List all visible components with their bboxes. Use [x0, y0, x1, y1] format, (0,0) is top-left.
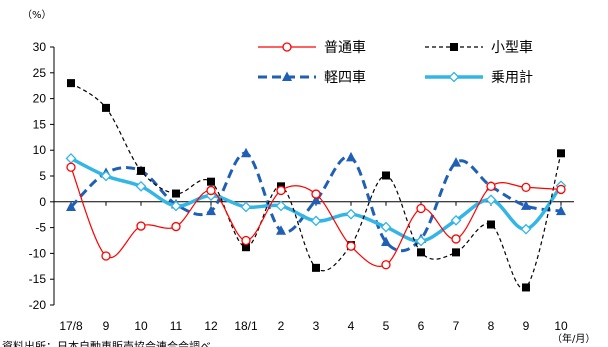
data-point: [276, 225, 286, 235]
y-tick-label: 10: [33, 143, 47, 157]
data-point: [311, 194, 321, 205]
data-point: [486, 181, 496, 191]
x-tick-label: 12: [204, 319, 218, 333]
x-unit-label: （年/月）: [552, 332, 595, 345]
x-tick-label: 6: [418, 319, 425, 333]
x-tick-label: 2: [278, 319, 285, 333]
data-point: [380, 221, 392, 233]
data-point: [206, 185, 216, 196]
data-point: [556, 205, 566, 216]
x-tick-label: 10: [554, 319, 568, 333]
x-tick-label: 7: [453, 319, 460, 333]
y-tick-label: -20: [29, 298, 47, 312]
y-tick-label: 25: [33, 66, 47, 80]
legend-label: 小型車: [491, 39, 533, 56]
data-point: [487, 220, 495, 229]
series-layer: [65, 79, 567, 292]
data-point: [415, 235, 427, 247]
data-point: [520, 223, 532, 235]
legend-entry: 小型車: [425, 39, 533, 56]
data-point: [67, 79, 75, 88]
data-point: [240, 201, 252, 213]
data-point: [135, 180, 147, 192]
y-tick-label: 5: [39, 169, 46, 183]
x-tick-label: 4: [348, 319, 355, 333]
data-point: [171, 221, 181, 232]
y-tick-label: -15: [29, 272, 47, 286]
legend-marker: [450, 43, 458, 51]
data-point: [242, 243, 250, 252]
data-point: [275, 200, 287, 212]
legend-label: 軽四車: [324, 69, 366, 86]
data-point: [241, 147, 251, 158]
x-tick-label: 3: [313, 319, 320, 333]
legend-marker: [282, 42, 292, 52]
data-point: [102, 103, 110, 112]
data-point: [101, 251, 111, 261]
data-point: [485, 194, 497, 206]
data-point: [66, 162, 76, 172]
y-tick-label: -5: [35, 221, 46, 235]
data-point: [450, 214, 462, 226]
x-tick-label: 8: [488, 319, 495, 333]
y-tick-label: 15: [33, 117, 47, 131]
data-point: [346, 151, 356, 162]
data-point: [452, 248, 460, 257]
data-point: [100, 170, 112, 182]
legend-marker: [448, 71, 460, 83]
source-note: 資料出所：日本自動車販売協会連合会調べ: [2, 339, 211, 347]
data-point: [206, 205, 216, 216]
x-tick-label: 9: [103, 319, 110, 333]
x-tick-label: 17/8: [59, 319, 83, 333]
series-1: [66, 162, 566, 270]
y-tick-label: -10: [29, 246, 47, 260]
data-point: [522, 283, 530, 292]
data-point: [381, 260, 391, 270]
series-4: [65, 153, 567, 247]
legend-entry: 軽四車: [258, 69, 366, 86]
y-tick-label: 20: [33, 92, 47, 106]
x-tick-label: 11: [170, 319, 183, 333]
data-point: [346, 241, 356, 251]
data-point: [137, 166, 145, 175]
x-tick-label: 18/1: [234, 319, 258, 333]
data-point: [310, 215, 322, 227]
data-point: [312, 263, 320, 272]
legend-label: 乗用計: [491, 70, 533, 86]
data-point: [417, 248, 425, 257]
data-point: [451, 234, 461, 244]
data-point: [381, 236, 391, 247]
data-point: [311, 189, 321, 199]
data-point: [207, 177, 215, 186]
data-point: [557, 149, 565, 158]
x-tick-label: 9: [523, 319, 530, 333]
data-point: [451, 157, 461, 167]
data-point: [521, 200, 531, 210]
data-point: [556, 184, 566, 195]
data-point: [416, 203, 426, 214]
data-point: [521, 182, 531, 193]
y-unit-label: （%）: [22, 9, 52, 21]
data-point: [241, 235, 251, 246]
data-point: [66, 201, 76, 211]
legend-entry: 普通車: [258, 39, 366, 56]
data-point: [170, 200, 182, 212]
series-2: [67, 79, 565, 292]
x-tick-label: 5: [383, 319, 390, 333]
series-line: [69, 151, 562, 253]
legend-label: 普通車: [324, 39, 366, 56]
x-tick-label: 10: [134, 319, 148, 333]
data-point: [345, 208, 357, 220]
y-tick-label: 30: [33, 40, 47, 54]
data-point: [136, 221, 146, 231]
data-point: [382, 171, 390, 180]
legend-marker: [282, 71, 292, 81]
data-point: [276, 185, 286, 196]
chart-axes: 30 25 20 15 10 5 0 -5 -10 -15 -20 17/8 9 10 11 12 18/1 2 3…: [29, 40, 574, 333]
y-tick-label: 0: [39, 195, 46, 209]
legend-entry: 乗用計: [425, 70, 533, 86]
data-point: [172, 189, 180, 198]
